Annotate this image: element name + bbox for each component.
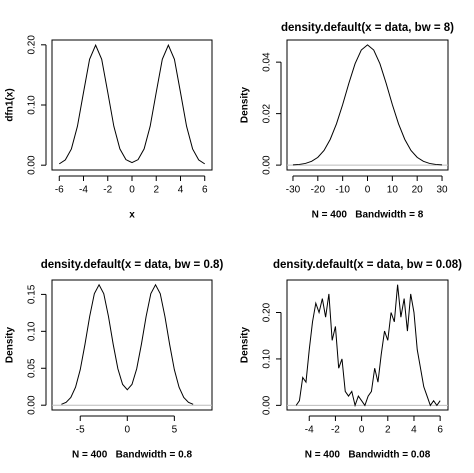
x-axis-label: x (129, 210, 135, 221)
x-tick-label: -2 (331, 425, 340, 436)
y-tick-label: 0.15 (27, 284, 38, 304)
x-tick-label: 0 (359, 425, 365, 436)
x-tick-label: -20 (311, 185, 326, 196)
x-tick-label: 20 (412, 185, 424, 196)
x-tick-label: -4 (305, 425, 314, 436)
plot-box (51, 279, 213, 411)
y-tick-label: 0.00 (27, 395, 38, 415)
y-tick-label: 0.05 (27, 358, 38, 378)
density-line (292, 44, 443, 166)
y-tick-label: 0.04 (262, 52, 273, 72)
x-tick-label: 0 (125, 425, 131, 436)
plot-box (286, 279, 449, 411)
y-tick-label: 0.00 (262, 155, 273, 175)
x-tick-label: -30 (286, 185, 301, 196)
y-tick-label: 0.00 (262, 395, 273, 415)
x-tick-label: 0 (129, 185, 135, 196)
density-line (295, 284, 441, 408)
x-tick-label: -4 (79, 185, 88, 196)
y-axis-label: dfn1(x) (5, 88, 16, 121)
plot-box (51, 39, 213, 171)
y-axis-label: Density (5, 327, 16, 364)
x-tick-label: 4 (178, 185, 184, 196)
x-tick-label: 6 (437, 425, 443, 436)
x-axis-label: N = 400 Bandwidth = 8 (312, 210, 424, 221)
y-tick-label: 0.20 (27, 35, 38, 55)
density-line (58, 43, 206, 165)
y-axis-label: Density (240, 87, 251, 124)
y-tick-label: 0.02 (262, 103, 273, 123)
density-line (61, 283, 194, 405)
y-axis-label: Density (240, 327, 251, 364)
x-axis-label: N = 400 Bandwidth = 0.08 (305, 450, 431, 461)
panel-title: density.default(x = data, bw = 0.08) (273, 259, 462, 271)
y-tick-label: 0.00 (27, 155, 38, 175)
x-tick-label: -6 (55, 185, 64, 196)
x-tick-label: 0 (365, 185, 371, 196)
plot-box (286, 39, 449, 171)
x-tick-label: -5 (76, 425, 85, 436)
x-tick-label: 10 (387, 185, 399, 196)
y-tick-label: 0.10 (27, 95, 38, 115)
panel-title: density.default(x = data, bw = 0.8) (41, 259, 224, 271)
x-axis-label: N = 400 Bandwidth = 0.8 (72, 450, 192, 461)
y-tick-label: 0.10 (262, 349, 273, 369)
x-tick-label: 2 (385, 425, 391, 436)
x-tick-label: -2 (103, 185, 112, 196)
x-tick-label: 4 (411, 425, 417, 436)
y-tick-label: 0.20 (262, 302, 273, 322)
panel-title: density.default(x = data, bw = 8) (281, 22, 454, 34)
y-tick-label: 0.10 (27, 321, 38, 341)
x-tick-label: 30 (436, 185, 448, 196)
x-tick-label: 6 (202, 185, 208, 196)
x-tick-label: -10 (335, 185, 350, 196)
x-tick-label: 5 (172, 425, 178, 436)
x-tick-label: 2 (153, 185, 159, 196)
